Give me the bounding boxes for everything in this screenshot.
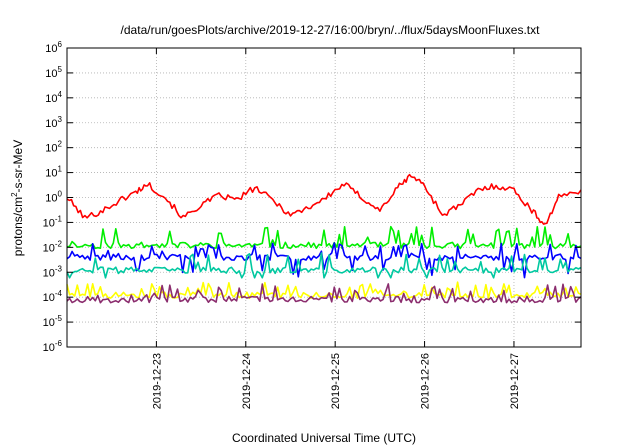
y-tick-label: 106 <box>45 40 62 55</box>
flux-series-line <box>66 242 582 279</box>
y-tick-label: 10-6 <box>43 339 63 354</box>
y-tick-label: 100 <box>45 190 62 205</box>
data-series <box>66 173 582 304</box>
chart-title: /data/run/goesPlots/archive/2019-12-27/1… <box>121 23 541 37</box>
y-tick-label: 10-1 <box>43 214 63 229</box>
plot-area-frame <box>66 47 582 348</box>
flux-series-line <box>66 281 582 300</box>
y-tick-label: 105 <box>45 65 62 80</box>
y-tick-label: 102 <box>45 140 62 155</box>
y-tick-label: 10-5 <box>43 314 63 329</box>
flux-series-line <box>66 252 582 279</box>
axis-ticks: 10-6 10-5 10-4 10-3 10-2 10-1 100 101 102 103 104 1… <box>43 40 581 409</box>
flux-series-line <box>66 283 582 304</box>
flux-series-line <box>66 225 582 250</box>
x-tick-label: 2019-12-23 <box>151 353 163 409</box>
y-tick-label: 10-3 <box>43 264 63 279</box>
x-axis-label: Coordinated Universal Time (UTC) <box>232 431 416 445</box>
y-tick-label: 103 <box>45 115 62 130</box>
y-tick-label: 10-4 <box>43 289 63 304</box>
x-tick-label: 2019-12-24 <box>241 353 253 409</box>
x-tick-label: 2019-12-25 <box>330 353 342 409</box>
x-tick-label: 2019-12-27 <box>509 353 521 409</box>
flux-series-line <box>66 173 582 225</box>
y-axis-label: protons/cm2-s-sr-MeV <box>10 140 25 256</box>
y-tick-label: 104 <box>45 90 62 105</box>
grid-lines <box>67 48 581 347</box>
y-tick-label: 10-2 <box>43 239 63 254</box>
x-tick-label: 2019-12-26 <box>420 353 432 409</box>
y-tick-label: 101 <box>45 165 62 180</box>
